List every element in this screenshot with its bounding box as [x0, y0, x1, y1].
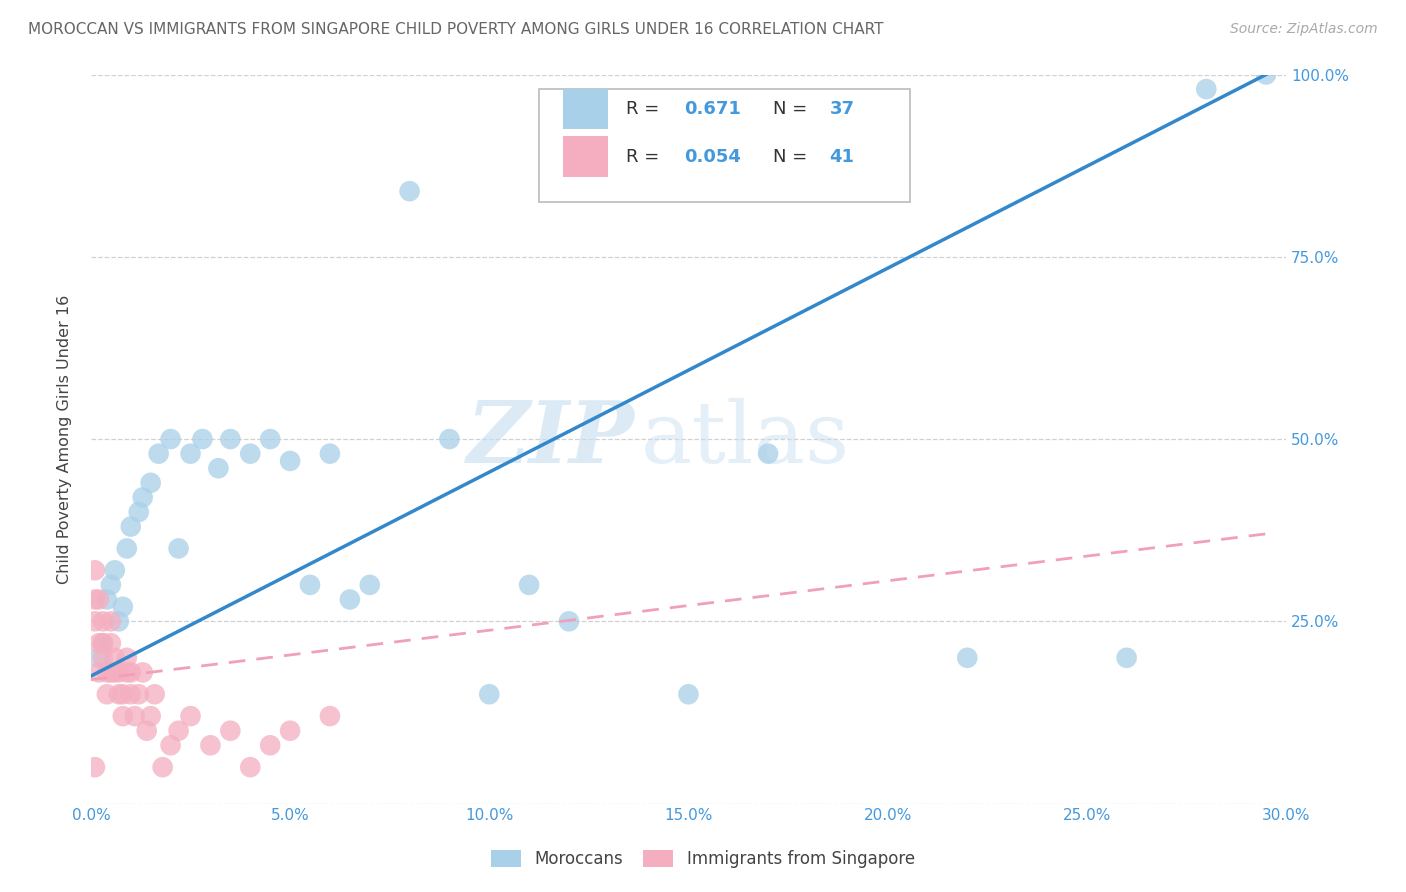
Point — [339, 592, 361, 607]
Point — [756, 447, 779, 461]
Point — [104, 563, 127, 577]
Point — [359, 578, 381, 592]
Point — [219, 432, 242, 446]
Point — [128, 505, 150, 519]
Y-axis label: Child Poverty Among Girls Under 16: Child Poverty Among Girls Under 16 — [58, 294, 72, 583]
Point — [219, 723, 242, 738]
Point — [100, 578, 122, 592]
Point — [439, 432, 461, 446]
Point — [139, 475, 162, 490]
Point — [139, 709, 162, 723]
Point — [167, 541, 190, 556]
Point — [100, 615, 122, 629]
Point — [298, 578, 321, 592]
Point — [1195, 82, 1218, 96]
Point — [259, 739, 281, 753]
Point — [84, 592, 107, 607]
Point — [278, 723, 301, 738]
Point — [207, 461, 229, 475]
Text: Source: ZipAtlas.com: Source: ZipAtlas.com — [1230, 22, 1378, 37]
Point — [678, 687, 700, 701]
Text: R =: R = — [626, 147, 665, 166]
Point — [152, 760, 174, 774]
Point — [91, 636, 114, 650]
Point — [128, 687, 150, 701]
Point — [104, 650, 127, 665]
Point — [96, 665, 118, 680]
Point — [159, 432, 181, 446]
Legend: Moroccans, Immigrants from Singapore: Moroccans, Immigrants from Singapore — [485, 843, 921, 875]
Point — [167, 723, 190, 738]
Point — [319, 447, 342, 461]
Point — [108, 665, 131, 680]
Point — [180, 709, 202, 723]
Point — [191, 432, 214, 446]
Point — [239, 760, 262, 774]
Point — [91, 636, 114, 650]
Point — [87, 650, 110, 665]
Text: MOROCCAN VS IMMIGRANTS FROM SINGAPORE CHILD POVERTY AMONG GIRLS UNDER 16 CORRELA: MOROCCAN VS IMMIGRANTS FROM SINGAPORE CH… — [28, 22, 883, 37]
Text: 41: 41 — [830, 147, 855, 166]
Point — [111, 709, 134, 723]
Point — [517, 578, 540, 592]
Point — [132, 491, 155, 505]
Point — [1254, 68, 1277, 82]
Point — [478, 687, 501, 701]
Point — [180, 447, 202, 461]
Text: 0.054: 0.054 — [683, 147, 741, 166]
Point — [84, 760, 107, 774]
Point — [558, 615, 581, 629]
Point — [115, 650, 138, 665]
Point — [87, 665, 110, 680]
Point — [91, 650, 114, 665]
Point — [120, 687, 142, 701]
Point — [115, 541, 138, 556]
Point — [104, 665, 127, 680]
Point — [278, 454, 301, 468]
Text: N =: N = — [773, 100, 813, 118]
Point — [111, 599, 134, 614]
Point — [100, 665, 122, 680]
Point — [239, 447, 262, 461]
FancyBboxPatch shape — [538, 89, 910, 202]
Point — [84, 563, 107, 577]
Bar — [562, 89, 609, 129]
Point — [319, 709, 342, 723]
Text: 37: 37 — [830, 100, 855, 118]
Text: ZIP: ZIP — [467, 397, 634, 481]
Bar — [562, 136, 609, 177]
Point — [84, 615, 107, 629]
Point — [120, 519, 142, 533]
Point — [148, 447, 170, 461]
Point — [159, 739, 181, 753]
Point — [100, 636, 122, 650]
Point — [87, 636, 110, 650]
Point — [111, 687, 134, 701]
Point — [124, 709, 146, 723]
Point — [108, 687, 131, 701]
Point — [96, 687, 118, 701]
Text: atlas: atlas — [641, 398, 849, 481]
Point — [115, 665, 138, 680]
Point — [1115, 650, 1137, 665]
Point — [91, 615, 114, 629]
Point — [200, 739, 222, 753]
Text: N =: N = — [773, 147, 813, 166]
Point — [956, 650, 979, 665]
Text: R =: R = — [626, 100, 665, 118]
Point — [135, 723, 157, 738]
Point — [132, 665, 155, 680]
Point — [259, 432, 281, 446]
Point — [143, 687, 166, 701]
Point — [96, 592, 118, 607]
Text: 0.671: 0.671 — [683, 100, 741, 118]
Point — [398, 184, 420, 198]
Point — [108, 615, 131, 629]
Point — [87, 592, 110, 607]
Point — [120, 665, 142, 680]
